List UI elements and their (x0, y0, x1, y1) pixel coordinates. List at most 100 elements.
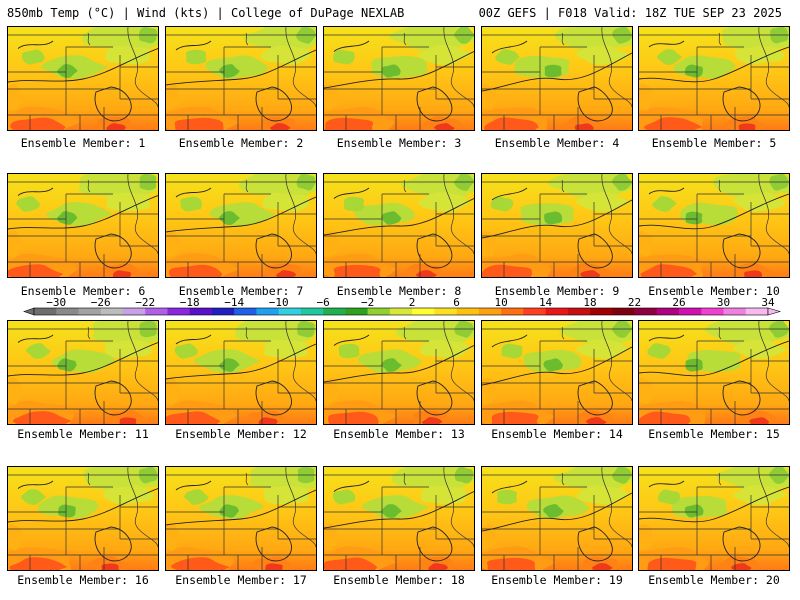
state-lines (639, 47, 752, 115)
temperature-map (8, 174, 158, 277)
state-lines (166, 341, 279, 409)
state-lines (8, 46, 158, 116)
river-line (127, 174, 158, 255)
ensemble-member-label: Ensemble Member: 16 (17, 573, 149, 587)
state-lines (482, 487, 595, 555)
ensemble-panel (165, 320, 317, 425)
ensemble-member-label: Ensemble Member: 7 (178, 284, 304, 298)
temperature-shading (265, 563, 283, 570)
isotherm (491, 40, 528, 54)
state-lines (639, 341, 752, 409)
shading-layer (324, 467, 474, 570)
ensemble-member-label: Ensemble Member: 6 (20, 284, 146, 298)
boundary-lines (639, 174, 789, 277)
temperature-shading (576, 192, 631, 212)
state-lines (639, 46, 789, 116)
ensemble-member-label: Ensemble Member: 12 (175, 427, 307, 441)
shading-layer (166, 174, 316, 277)
isotherm (255, 526, 292, 562)
shading-layer (639, 321, 789, 424)
colorbar-swatch (501, 308, 524, 315)
isotherm (577, 526, 613, 562)
ensemble-member-label: Ensemble Member: 15 (648, 427, 780, 441)
contour-lines (482, 187, 632, 269)
temperature-shading (324, 523, 340, 551)
river-line (285, 27, 316, 108)
temperature-shading (733, 485, 788, 505)
ensemble-panel (481, 320, 633, 425)
temperature-shading (166, 411, 221, 424)
temperature-shading (8, 264, 64, 277)
temperature-shading (684, 504, 704, 518)
state-lines (8, 193, 158, 263)
isotherm (639, 486, 789, 523)
contour-lines (166, 40, 316, 122)
temperature-map (324, 27, 474, 130)
isotherm (416, 380, 453, 416)
temperature-shading (106, 410, 148, 424)
temperature-shading (112, 270, 131, 277)
ensemble-panel (638, 173, 790, 278)
temperature-map (639, 174, 789, 277)
colorbar-tick-label: 34 (761, 296, 775, 309)
colorbar-swatch (478, 308, 502, 315)
temperature-map (166, 321, 316, 424)
isotherm (324, 491, 474, 529)
temperature-shading (8, 230, 24, 258)
river-line (443, 27, 474, 108)
temperature-shading (684, 64, 703, 78)
ensemble-member-label: Ensemble Member: 4 (494, 136, 620, 150)
temperature-shading (333, 489, 356, 505)
temperature-shading (324, 84, 338, 110)
boundary-lines (8, 27, 158, 130)
temperature-shading (744, 270, 763, 277)
temperature-shading (454, 27, 474, 44)
temperature-map (324, 174, 474, 277)
temperature-shading (171, 557, 230, 570)
temperature-shading (324, 557, 378, 570)
colorbar-swatch (323, 308, 346, 315)
temperature-shading (106, 192, 151, 212)
temperature-shading (57, 64, 78, 78)
ensemble-panel (638, 320, 790, 425)
ensemble-panel (323, 26, 475, 131)
contour-lines (482, 480, 632, 562)
colorbar-tick-label: −18 (180, 296, 200, 309)
colorbar-swatch (234, 308, 257, 315)
ensemble-member-label: Ensemble Member: 19 (491, 573, 623, 587)
state-lines (166, 194, 279, 262)
isotherm (648, 480, 685, 488)
river-line (601, 174, 632, 255)
state-lines (29, 547, 105, 570)
colorbar-tick-label: 2 (409, 296, 416, 309)
temperature-shading (422, 417, 443, 424)
temperature-shading (612, 321, 632, 338)
temperature-shading (482, 264, 532, 277)
temperature-shading (276, 270, 297, 277)
ensemble-member-label: Ensemble Member: 11 (17, 427, 149, 441)
contour-lines (639, 334, 789, 416)
isotherm (333, 334, 370, 346)
temperature-shading (484, 117, 539, 130)
temperature-shading (333, 264, 381, 277)
state-lines (503, 401, 579, 424)
ensemble-member-label: Ensemble Member: 1 (20, 136, 146, 150)
temperature-shading (381, 358, 402, 372)
state-lines (639, 486, 789, 556)
state-lines (166, 47, 279, 115)
temperature-shading (733, 339, 788, 359)
isotherm (639, 340, 789, 377)
temperature-shading (180, 196, 202, 212)
temperature-shading (8, 83, 24, 111)
temperature-map (166, 174, 316, 277)
lake-outline (561, 326, 565, 340)
isotherm (491, 480, 528, 494)
shading-layer (166, 27, 316, 130)
isotherm (577, 86, 613, 122)
temperature-shading (733, 192, 787, 212)
state-lines (8, 486, 158, 556)
lake-outline (87, 179, 91, 193)
temperature-shading (88, 556, 130, 570)
temperature-shading (103, 485, 155, 505)
contour-lines (8, 334, 158, 416)
